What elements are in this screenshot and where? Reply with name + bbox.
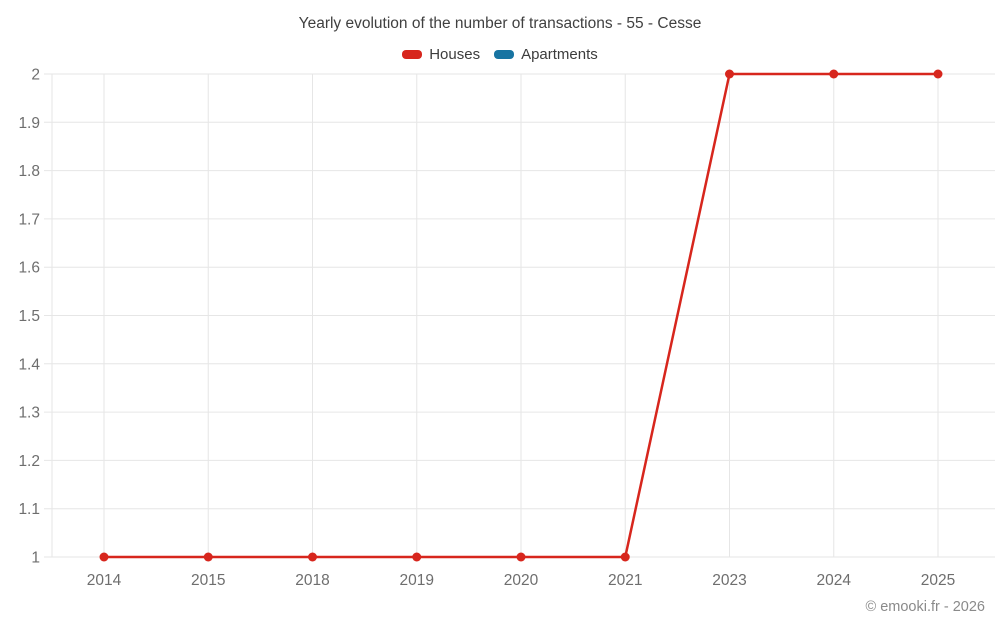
legend-label-houses: Houses [429,46,481,63]
x-tick-label: 2019 [400,572,434,589]
copyright-text: © emooki.fr - 2026 [865,599,985,615]
data-point-houses-2020[interactable] [516,552,526,562]
data-point-houses-2023[interactable] [725,69,734,79]
legend-item-houses[interactable]: Houses [402,46,480,63]
y-tick-label: 1.2 [18,453,40,470]
y-tick-label: 1.1 [18,501,40,518]
data-point-houses-2021[interactable] [620,552,630,562]
y-tick-label: 1.3 [18,405,40,422]
y-tick-label: 1.8 [18,163,40,180]
x-tick-label: 2014 [87,572,122,589]
chart-title: Yearly evolution of the number of transa… [298,15,702,32]
y-tick-label: 1.6 [18,260,40,277]
data-point-houses-2014[interactable] [99,552,109,562]
apartments-series-swatch-icon [494,50,515,59]
y-tick-label: 1.5 [18,308,40,325]
x-tick-label: 2025 [921,572,955,589]
x-tick-label: 2024 [817,572,852,589]
y-tick-label: 1 [31,550,40,567]
data-point-houses-2015[interactable] [203,552,213,562]
y-tick-label: 1.9 [18,115,40,132]
x-tick-label: 2020 [504,572,539,589]
data-point-houses-2018[interactable] [308,552,317,562]
data-point-houses-2025[interactable] [933,69,943,79]
legend-label-apartments: Apartments [521,46,598,63]
data-point-houses-2019[interactable] [412,552,422,562]
houses-series-swatch-icon [402,50,423,59]
chart-legend: Houses Apartments [0,46,1000,63]
data-point-houses-2024[interactable] [829,69,839,79]
y-tick-label: 1.7 [18,211,40,228]
x-tick-label: 2015 [191,572,225,589]
legend-item-apartments[interactable]: Apartments [494,46,598,63]
x-tick-label: 2023 [712,572,746,589]
x-tick-label: 2021 [608,572,642,589]
x-tick-label: 2018 [295,572,329,589]
y-tick-label: 2 [31,67,40,84]
y-tick-label: 1.4 [18,356,40,373]
